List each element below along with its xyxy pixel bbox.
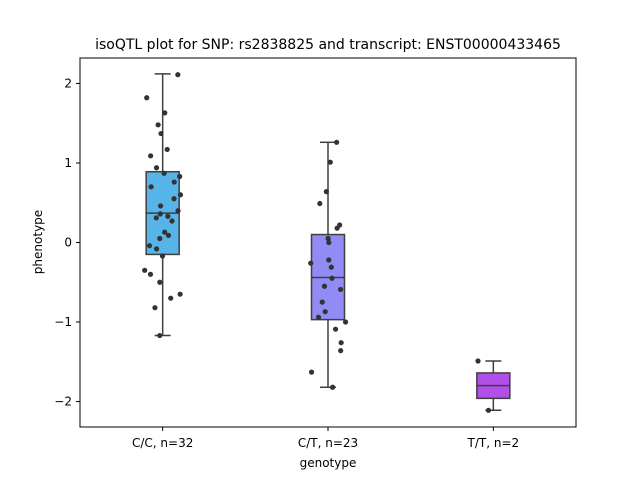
y-tick-label: 1 — [64, 156, 72, 170]
y-tick-label: −1 — [54, 315, 72, 329]
y-tick-label: −2 — [54, 395, 72, 409]
data-point — [158, 130, 164, 137]
data-point — [315, 314, 322, 320]
data-point — [159, 253, 166, 259]
data-point — [152, 305, 158, 311]
data-point — [321, 283, 328, 289]
data-point — [169, 218, 175, 224]
data-point — [326, 239, 332, 246]
data-point — [148, 184, 154, 190]
y-tick-label: 0 — [64, 236, 72, 250]
data-point — [175, 72, 181, 78]
x-tick-label: T/T, n=2 — [467, 436, 520, 450]
data-point — [164, 146, 170, 153]
data-point — [165, 213, 171, 219]
data-point — [308, 260, 314, 266]
data-point — [332, 326, 339, 332]
data-point — [146, 243, 153, 249]
data-point — [485, 407, 492, 413]
data-point — [153, 165, 160, 171]
plot-area: −2 −1 0 1 2 C/C, n=32 C/T, n=23 T/T, n=2 — [54, 72, 519, 450]
data-point — [329, 275, 335, 281]
data-point — [325, 235, 331, 242]
data-point — [177, 173, 183, 180]
data-point — [153, 246, 160, 252]
data-point — [157, 235, 163, 242]
data-point — [144, 95, 150, 101]
data-point — [155, 122, 161, 128]
data-point — [308, 369, 315, 375]
data-point — [334, 225, 340, 231]
data-point — [338, 348, 344, 354]
data-point — [162, 229, 168, 235]
data-point — [157, 203, 164, 209]
data-point — [161, 170, 167, 176]
x-tick-label: C/T, n=23 — [298, 436, 358, 450]
data-point — [317, 200, 323, 207]
y-tick-label: 2 — [64, 76, 72, 90]
data-point — [153, 215, 159, 221]
data-point — [338, 340, 344, 346]
data-point — [165, 232, 172, 238]
data-point — [157, 332, 163, 339]
data-point — [342, 319, 349, 325]
data-point — [330, 384, 336, 390]
data-point — [337, 286, 344, 293]
data-point — [334, 139, 340, 145]
data-point — [326, 257, 332, 263]
x-tick-label: C/C, n=32 — [132, 436, 193, 450]
data-point — [157, 279, 163, 285]
plot-frame — [79, 57, 577, 428]
data-point — [171, 179, 177, 185]
data-point — [171, 196, 177, 202]
data-point — [148, 153, 154, 159]
data-point — [475, 358, 481, 364]
data-point — [157, 211, 163, 217]
data-point — [147, 271, 154, 277]
data-point — [328, 264, 334, 270]
data-point — [319, 299, 325, 305]
data-point — [322, 309, 328, 315]
data-point — [327, 159, 333, 165]
data-point — [175, 208, 181, 214]
data-point — [162, 110, 168, 116]
data-point — [168, 295, 174, 301]
data-point — [177, 192, 184, 198]
data-point — [142, 267, 148, 273]
x-axis-label: genotype — [300, 456, 357, 470]
data-point — [177, 291, 183, 297]
chart-title: isoQTL plot for SNP: rs2838825 and trans… — [95, 37, 561, 53]
y-axis-label: phenotype — [31, 210, 45, 274]
data-point — [323, 189, 329, 195]
